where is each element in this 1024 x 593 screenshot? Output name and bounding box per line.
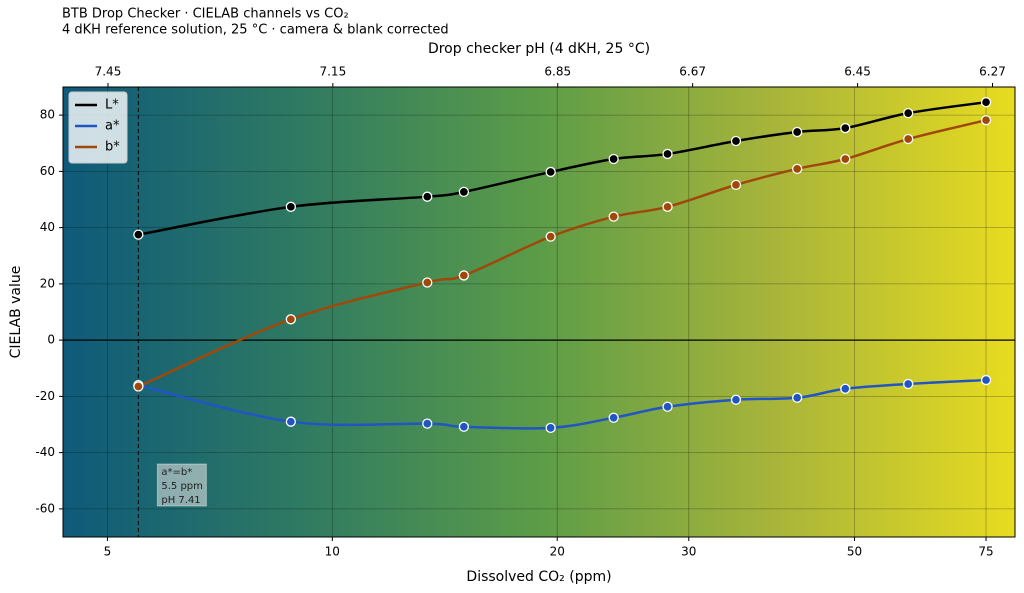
data-point [285,314,297,325]
x2-tick-label: 6.27 [979,65,1006,79]
x-tick-label: 75 [978,545,993,559]
chart-subtitle: 4 dKH reference solution, 25 °C · camera… [62,23,449,38]
data-point [903,378,914,390]
chart-title: BTB Drop Checker · CIELAB channels vs CO… [62,7,349,22]
y-tick-label: 80 [40,108,55,122]
data-point [792,126,803,138]
legend-label: L* [105,98,119,113]
legend-label: a* [105,119,120,134]
data-point [903,133,914,145]
plot-frame [62,86,1016,538]
x2-tick-label: 7.15 [319,65,346,79]
data-point [840,122,851,134]
data-point [133,381,144,392]
data-point [608,153,619,165]
plot-background [63,87,1015,537]
annotation-text: a*=b* [161,467,192,478]
data-point [980,374,992,386]
y-tick-label: 40 [40,220,55,234]
annotation-box [156,463,207,507]
data-point [840,153,851,165]
x2-tick-label: 6.85 [544,65,571,79]
data-point [662,148,673,160]
data-point [608,211,619,222]
data-point [792,163,803,174]
x-tick-label: 5 [104,545,112,559]
y-tick-label: 60 [40,164,55,178]
y-tick-label: -60 [35,501,55,515]
data-point [840,383,851,394]
data-point [422,418,433,429]
data-point [545,231,556,242]
data-point [422,191,433,202]
y-tick-label: 0 [47,333,55,347]
data-point [980,97,992,108]
data-point [545,422,556,434]
x2-tick-label: 7.45 [95,65,122,79]
y-tick-label: 20 [40,276,55,290]
x-tick-label: 30 [681,545,696,559]
x2-tick-label: 6.45 [844,65,871,79]
data-point [730,135,742,147]
x-axis-label: Dissolved CO₂ (ppm) [466,569,611,585]
data-point [792,392,803,403]
x-tick-label: 10 [325,545,340,559]
annotation-text: pH 7.41 [161,495,200,506]
data-point [662,201,673,212]
y-axis-label: CIELAB value [8,266,24,359]
x-tick-label: 50 [847,545,862,559]
data-point [458,421,470,432]
data-point [730,394,742,405]
legend-box [68,91,128,164]
data-point [458,186,470,198]
y-tick-label: -40 [35,445,55,459]
legend-label: b* [105,140,120,155]
y-tick-label: -20 [35,389,55,403]
data-point [285,201,297,212]
x2-axis-label: Drop checker pH (4 dKH, 25 °C) [428,41,650,57]
data-point [133,229,144,240]
data-point [730,179,742,191]
data-point [545,166,556,178]
x-tick-label: 20 [550,545,565,559]
x2-tick-label: 6.67 [679,65,706,79]
data-point [980,115,992,126]
data-point [458,270,470,281]
data-point [903,108,914,119]
data-point [285,416,297,427]
annotation-text: 5.5 ppm [161,481,203,492]
data-point [608,412,619,423]
data-point [662,401,673,412]
data-point [422,277,433,288]
